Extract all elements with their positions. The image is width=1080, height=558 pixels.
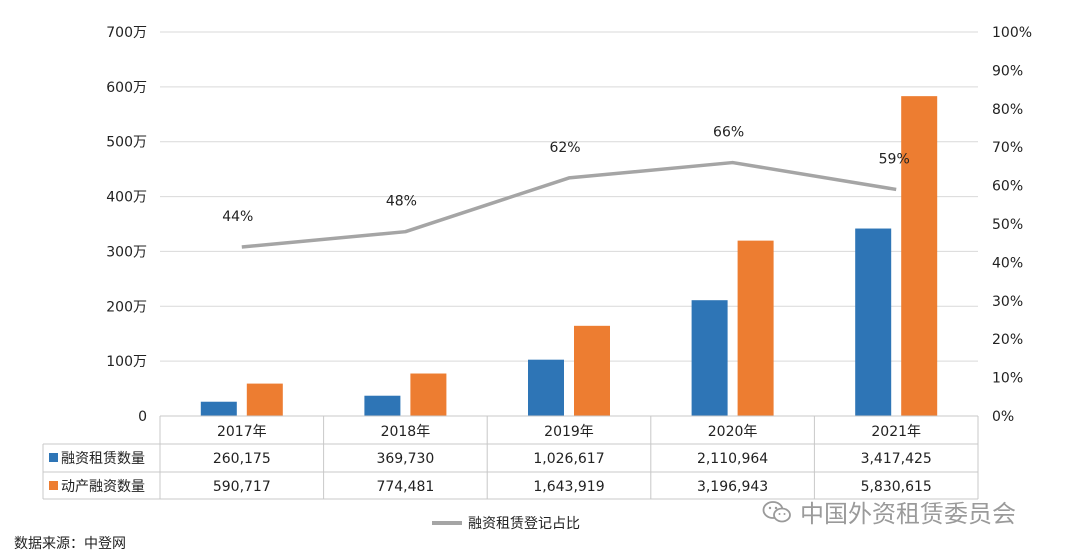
y-right-tick-label: 70% xyxy=(992,140,1023,156)
bar-finance-lease xyxy=(691,300,728,416)
line-series-ratio xyxy=(241,160,897,249)
line-data-label: 62% xyxy=(549,140,580,156)
watermark-text: 中国外资租赁委员会 xyxy=(800,500,1016,528)
x-category-label: 2019年 xyxy=(544,424,594,440)
y-right-tick-label: 40% xyxy=(992,255,1023,271)
table-cell-value: 590,717 xyxy=(213,479,271,495)
y-right-tick-label: 100% xyxy=(992,25,1032,41)
table-cell-value: 5,830,615 xyxy=(861,479,932,495)
y-right-tick-label: 90% xyxy=(992,63,1023,79)
y-right-tick-label: 50% xyxy=(992,217,1023,233)
line-data-label: 59% xyxy=(879,151,910,167)
table-cell-value: 2,110,964 xyxy=(697,451,768,467)
y-left-tick-label: 300万 xyxy=(106,244,147,260)
y-right-tick-label: 10% xyxy=(992,371,1023,387)
y-right-tick-label: 60% xyxy=(992,179,1023,195)
x-category-label: 2020年 xyxy=(708,424,758,440)
table-cell-value: 3,417,425 xyxy=(861,451,932,467)
y-left-tick-label: 500万 xyxy=(106,135,147,151)
table-cell-value: 1,026,617 xyxy=(533,451,604,467)
y-left-tick-label: 200万 xyxy=(106,299,147,315)
y-left-tick-label: 400万 xyxy=(106,190,147,206)
table-cell-value: 774,481 xyxy=(376,479,434,495)
bar-finance-lease xyxy=(364,395,401,416)
y-right-tick-label: 0% xyxy=(992,409,1014,425)
data-source-note: 数据来源：中登网 xyxy=(14,536,126,552)
y-left-tick-label: 0 xyxy=(138,409,147,425)
table-cell-value: 369,730 xyxy=(376,451,434,467)
x-category-label: 2018年 xyxy=(381,424,431,440)
y-left-tick-label: 600万 xyxy=(106,80,147,96)
legend-label: 动产融资数量 xyxy=(61,479,145,495)
y-right-tick-label: 20% xyxy=(992,332,1023,348)
y-right-tick-label: 80% xyxy=(992,102,1023,118)
x-category-label: 2021年 xyxy=(871,424,921,440)
bar-finance-lease xyxy=(200,401,237,416)
line-data-label: 44% xyxy=(222,209,253,225)
watermark: 中国外资租赁委员会 xyxy=(762,494,1016,529)
table-cell-value: 1,643,919 xyxy=(533,479,604,495)
y-left-tick-label: 100万 xyxy=(106,354,147,370)
bar-movable-finance xyxy=(574,325,610,416)
wechat-icon xyxy=(762,500,791,522)
line-data-label: 66% xyxy=(713,125,744,141)
bar-movable-finance xyxy=(246,383,283,416)
bar-movable-finance xyxy=(737,240,774,416)
bar-finance-lease xyxy=(855,228,892,416)
legend-label: 融资租赁数量 xyxy=(61,451,145,467)
legend-swatch xyxy=(49,481,58,490)
y-left-tick-label: 700万 xyxy=(106,25,147,41)
x-category-label: 2017年 xyxy=(217,424,267,440)
legend-swatch xyxy=(49,453,58,462)
line-data-label: 48% xyxy=(386,194,417,210)
bar-movable-finance xyxy=(410,373,447,416)
bar-finance-lease xyxy=(528,359,564,416)
bar-movable-finance xyxy=(901,96,938,417)
legend-line-label: 融资租赁登记占比 xyxy=(468,516,580,532)
y-right-tick-label: 30% xyxy=(992,294,1023,310)
table-cell-value: 3,196,943 xyxy=(697,479,768,495)
table-cell-value: 260,175 xyxy=(213,451,271,467)
